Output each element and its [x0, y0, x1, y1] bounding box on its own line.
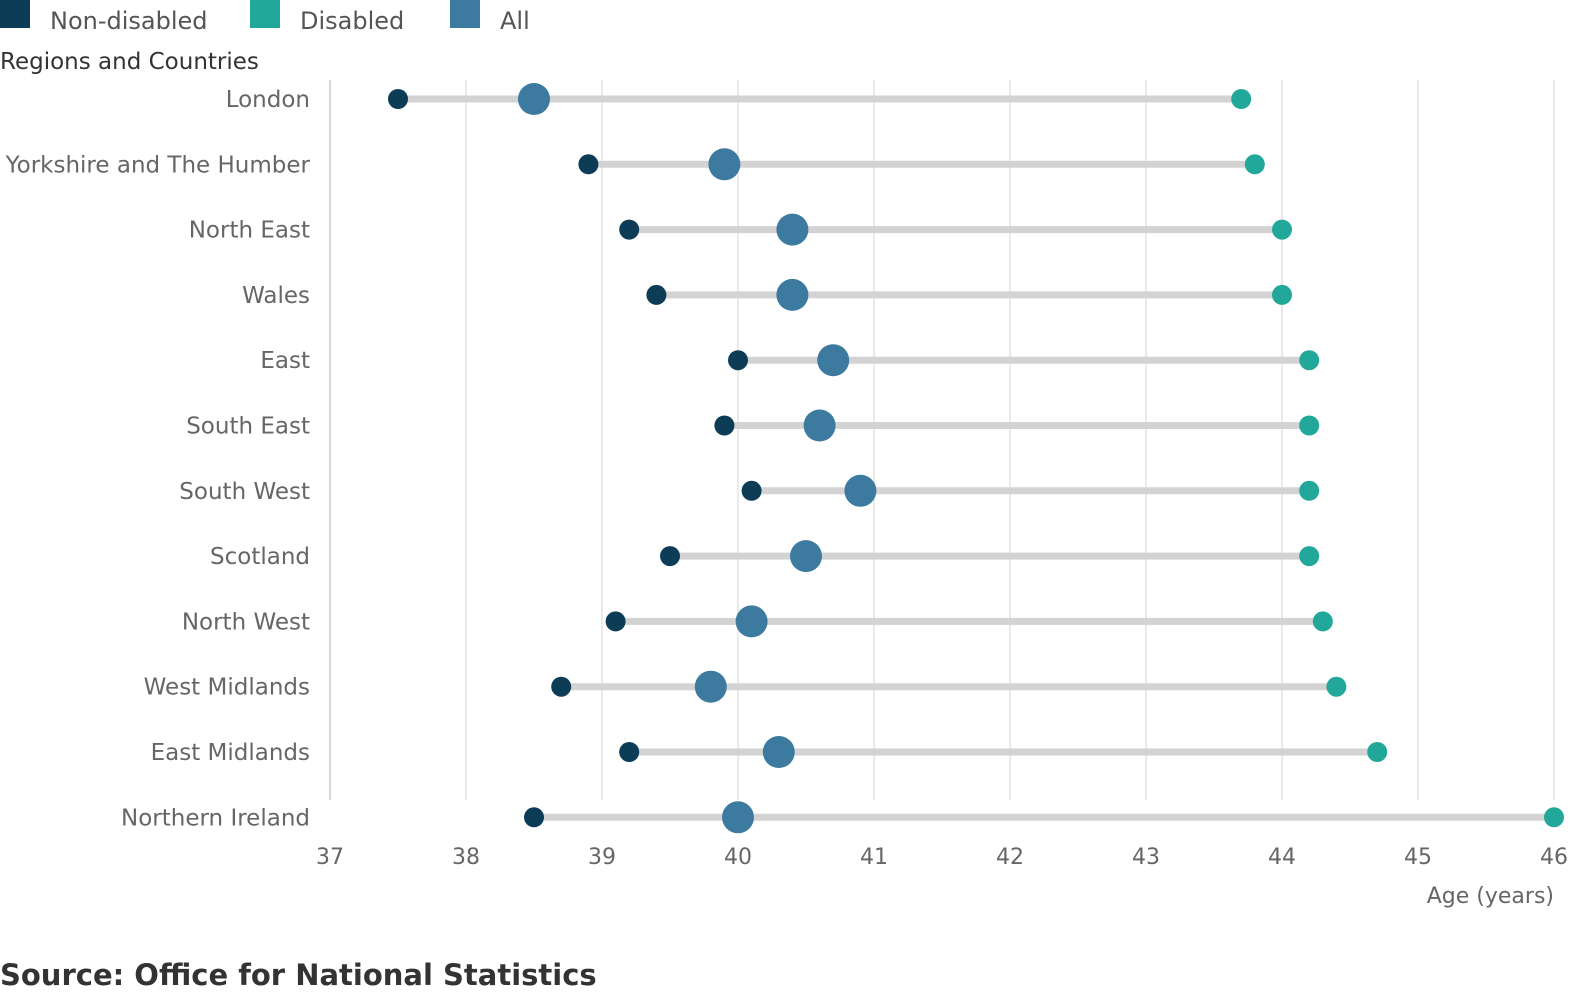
legend-swatch-disabled	[250, 0, 280, 28]
category-label-north-east: North East	[189, 218, 310, 244]
x-tick-label-40: 40	[724, 845, 752, 870]
x-tick-label-46: 46	[1540, 845, 1568, 870]
category-label-northern-ireland: Northern Ireland	[121, 805, 310, 831]
category-label-south-east: South East	[186, 414, 310, 440]
category-label-london: London	[226, 87, 310, 113]
point-disabled-wales	[1272, 284, 1292, 305]
point-all-west-midlands	[694, 670, 727, 703]
category-label-south-west: South West	[179, 479, 310, 505]
point-non-disabled-yorkshire-and-the-humber	[578, 154, 599, 175]
x-tick-label-37: 37	[316, 845, 344, 870]
dot-range-chart: Non-disabled Disabled All Regions and Coun…	[0, 0, 1568, 909]
point-disabled-northern-ireland	[1544, 807, 1564, 828]
point-all-yorkshire-and-the-humber	[708, 148, 741, 181]
point-all-east	[817, 344, 850, 377]
y-axis-title: Regions and Countries	[0, 49, 259, 75]
category-label-wales: Wales	[242, 283, 310, 309]
category-labels: London Yorkshire and The Humber North East…	[5, 87, 311, 831]
point-disabled-north-east	[1272, 219, 1292, 240]
x-tick-label-45: 45	[1404, 845, 1432, 870]
category-label-east: East	[260, 348, 310, 374]
point-non-disabled-east-midlands	[619, 742, 640, 762]
x-axis-title: Age (years)	[1427, 884, 1554, 909]
point-non-disabled-south-west	[741, 480, 762, 501]
range-lines	[398, 95, 1554, 821]
point-disabled-scotland	[1299, 546, 1320, 567]
point-all-north-east	[776, 213, 809, 246]
data-points	[388, 83, 1564, 834]
point-non-disabled-wales	[646, 284, 667, 305]
point-non-disabled-east	[728, 350, 748, 371]
point-all-south-west	[844, 474, 877, 507]
source-note: Source: Office for National Statistics	[0, 958, 597, 992]
point-all-east-midlands	[762, 736, 795, 768]
grid	[329, 80, 1555, 800]
point-disabled-north-west	[1312, 611, 1333, 632]
legend: Non-disabled Disabled All	[0, 0, 530, 35]
point-non-disabled-scotland	[660, 546, 680, 567]
point-non-disabled-west-midlands	[551, 676, 572, 697]
point-all-scotland	[790, 540, 822, 573]
point-all-north-west	[735, 605, 768, 638]
point-non-disabled-northern-ireland	[524, 807, 544, 828]
category-label-east-midlands: East Midlands	[151, 740, 310, 766]
point-disabled-south-west	[1299, 480, 1320, 501]
point-disabled-east-midlands	[1367, 742, 1388, 762]
legend-label-non-disabled: Non-disabled	[50, 7, 208, 35]
x-tick-label-44: 44	[1268, 845, 1296, 870]
legend-swatch-non-disabled	[0, 0, 30, 28]
x-tick-label-43: 43	[1132, 845, 1160, 870]
category-label-north-west: North West	[182, 609, 310, 635]
point-disabled-west-midlands	[1326, 676, 1347, 697]
x-axis-ticks: 37 38 39 40 41 42 43 44 45 46	[316, 845, 1568, 870]
point-non-disabled-london	[388, 89, 408, 109]
point-all-south-east	[803, 409, 836, 442]
category-label-scotland: Scotland	[210, 544, 310, 570]
point-all-london	[518, 83, 550, 115]
point-non-disabled-south-east	[714, 415, 735, 436]
point-all-wales	[776, 278, 809, 311]
legend-label-disabled: Disabled	[300, 7, 404, 35]
x-tick-label-38: 38	[452, 845, 480, 870]
point-disabled-south-east	[1299, 415, 1320, 436]
point-disabled-london	[1231, 89, 1252, 109]
point-non-disabled-north-east	[619, 219, 640, 240]
x-tick-label-41: 41	[860, 845, 888, 870]
legend-label-all: All	[500, 7, 530, 35]
point-all-northern-ireland	[722, 801, 754, 834]
point-disabled-yorkshire-and-the-humber	[1244, 154, 1265, 175]
category-label-west-midlands: West Midlands	[144, 675, 310, 701]
x-tick-label-39: 39	[588, 845, 616, 870]
point-disabled-east	[1299, 350, 1320, 371]
legend-swatch-all	[450, 0, 480, 28]
point-non-disabled-north-west	[605, 611, 626, 632]
x-tick-label-42: 42	[996, 845, 1024, 870]
category-label-yorkshire-and-the-humber: Yorkshire and The Humber	[5, 152, 311, 178]
